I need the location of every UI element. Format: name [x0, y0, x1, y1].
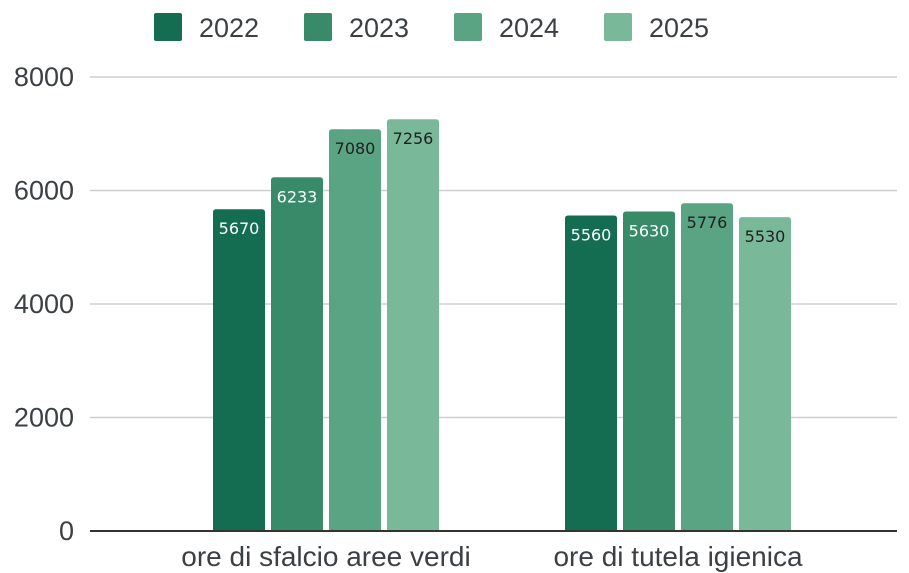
legend-swatch	[454, 13, 482, 41]
bar-2023-tutela	[623, 211, 675, 531]
data-label: 5560	[571, 225, 612, 244]
data-label: 5670	[219, 219, 260, 238]
data-label: 5776	[687, 213, 728, 232]
x-axis: ore di sfalcio aree verdi ore di tutela i…	[90, 530, 897, 572]
bar-2024-sfalcio	[329, 129, 381, 531]
bar-2022-sfalcio	[213, 209, 265, 532]
data-label: 5630	[629, 221, 670, 240]
y-axis: 0 2000 4000 6000 8000	[14, 62, 74, 546]
bar-2025-tutela	[739, 217, 791, 532]
legend-label: 2022	[199, 13, 259, 43]
bar-2023-sfalcio	[271, 177, 323, 531]
data-label: 6233	[277, 187, 318, 206]
y-tick-label: 4000	[14, 289, 74, 319]
data-label: 7256	[393, 129, 434, 148]
y-tick-label: 8000	[14, 62, 74, 92]
legend-swatch	[604, 13, 632, 41]
bar-2022-tutela	[565, 215, 617, 531]
data-label: 7080	[335, 139, 376, 158]
x-category-label: ore di sfalcio aree verdi	[181, 541, 470, 572]
y-tick-label: 6000	[14, 176, 74, 206]
bar-2025-sfalcio	[387, 119, 439, 532]
legend-label: 2025	[649, 13, 709, 43]
data-label: 5530	[745, 227, 786, 246]
bars	[213, 119, 791, 532]
legend-swatch	[154, 13, 182, 41]
legend-label: 2023	[349, 13, 409, 43]
bar-2024-tutela	[681, 203, 733, 531]
y-tick-label: 0	[59, 516, 74, 546]
legend-label: 2024	[499, 13, 559, 43]
legend: 2022 2023 2024 2025	[154, 13, 709, 43]
legend-swatch	[304, 13, 332, 41]
data-labels: 5670 6233 7080 7256 5560 5630 5776 5530	[219, 129, 786, 246]
x-category-label: ore di tutela igienica	[553, 541, 802, 572]
y-tick-label: 2000	[14, 403, 74, 433]
